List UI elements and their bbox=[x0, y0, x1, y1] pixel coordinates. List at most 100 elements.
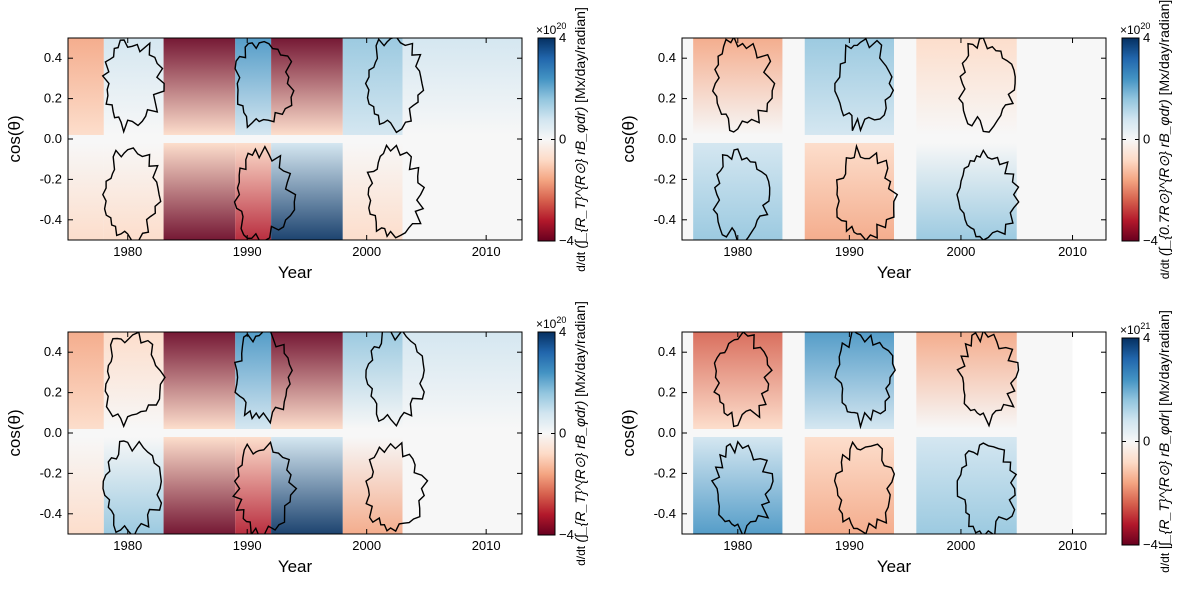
heatmap-cell bbox=[693, 38, 783, 135]
colorbar-tick-label: 0 bbox=[1143, 434, 1150, 449]
colorbar-tick-label: −4 bbox=[1143, 537, 1158, 552]
panel-top-right: 1980 1990 2000 2010 -0.4 -0.2 0.0 0.2 0.4 Year cos… bbox=[619, 0, 1173, 282]
heatmap-field bbox=[682, 38, 1106, 240]
x-tick-label: 1980 bbox=[723, 244, 752, 259]
colorbar-label: d/dt (∫_{R_T}^{R⊙} rB_φdr) [Mx/day/radia… bbox=[572, 7, 589, 272]
y-tick-label: -0.4 bbox=[40, 212, 62, 227]
y-tick-label: -0.2 bbox=[40, 465, 62, 480]
contour-line bbox=[365, 332, 425, 428]
heatmap-cell bbox=[235, 332, 272, 429]
heatmap-cell bbox=[68, 38, 104, 135]
x-tick-label: 1990 bbox=[233, 538, 262, 553]
y-tick-label: 0.4 bbox=[44, 344, 62, 359]
x-tick-label: 2000 bbox=[946, 244, 975, 259]
heatmap-cell bbox=[163, 143, 236, 240]
y-tick-label: 0.2 bbox=[44, 385, 62, 400]
contour-line bbox=[232, 440, 298, 534]
heatmap-cell bbox=[342, 437, 403, 534]
contour-line bbox=[834, 38, 895, 133]
heatmap-cell bbox=[235, 38, 272, 135]
colorbar-label: d/dt |∫_{R_T}^{R⊙} rB_φdr| [Mx/day/radia… bbox=[1156, 310, 1173, 573]
contour-line bbox=[956, 332, 1020, 428]
heatmap-cell bbox=[342, 332, 403, 429]
x-axis-label: Year bbox=[877, 263, 912, 282]
x-tick-label: 2000 bbox=[352, 244, 381, 259]
x-tick-label: 1980 bbox=[113, 538, 142, 553]
colorbar-tick-label: −4 bbox=[559, 233, 574, 248]
heatmap-cell bbox=[693, 332, 783, 429]
y-tick-label: -0.4 bbox=[654, 212, 676, 227]
colorbar-label-units: [Mx/day/radian] bbox=[572, 7, 588, 103]
heatmap-cell bbox=[68, 332, 104, 429]
colorbar-label: d/dt (∫_{0.7R⊙}^{R⊙} rB_φdr) [Mx/day/rad… bbox=[1156, 0, 1173, 279]
y-axis-label: cos(θ) bbox=[5, 409, 24, 456]
colorbar-label-derivative: d/dt bbox=[574, 249, 588, 272]
colorbar-label-derivative: d/dt bbox=[574, 543, 588, 566]
contour-line bbox=[364, 38, 425, 134]
colorbar-tick-label: 4 bbox=[1143, 330, 1150, 345]
x-tick-label: 2010 bbox=[472, 538, 501, 553]
contour-line bbox=[835, 143, 899, 240]
heatmap-cell bbox=[163, 437, 236, 534]
heatmap-field bbox=[68, 332, 522, 534]
colorbar-tick-label: −4 bbox=[559, 527, 574, 542]
heatmap-field bbox=[682, 332, 1106, 534]
colorbar-tick-label: 4 bbox=[559, 324, 566, 339]
colorbar-label-integral: (∫_{0.7R⊙}^{R⊙} rB_φdr) bbox=[1156, 95, 1173, 256]
heatmap-cell bbox=[271, 332, 343, 429]
colorbar-label-integral: |∫_{R_T}^{R⊙} rB_φdr| bbox=[1156, 406, 1173, 550]
colorbar-tick-label: −4 bbox=[1143, 233, 1158, 248]
no-data-region bbox=[1072, 332, 1106, 534]
y-tick-label: 0.4 bbox=[658, 344, 676, 359]
contour-line bbox=[956, 442, 1018, 534]
heatmap-cell bbox=[402, 143, 522, 240]
heatmap-cell bbox=[235, 143, 272, 240]
colorbar-multiplier-exponent: 21 bbox=[1140, 321, 1150, 331]
heatmap-cell bbox=[804, 143, 894, 240]
y-tick-label: 0.0 bbox=[658, 131, 676, 146]
x-tick-label: 1990 bbox=[233, 244, 262, 259]
x-tick-label: 2010 bbox=[472, 244, 501, 259]
heatmap-cell bbox=[402, 38, 522, 135]
y-tick-label: 0.0 bbox=[658, 425, 676, 440]
colorbar-multiplier-exponent: 20 bbox=[556, 21, 566, 31]
y-tick-label: 0.2 bbox=[658, 385, 676, 400]
contour-line bbox=[711, 38, 776, 133]
heatmap-cell bbox=[916, 143, 1017, 240]
y-tick-label: 0.2 bbox=[658, 91, 676, 106]
heatmap-cell bbox=[103, 38, 164, 135]
colorbar-label-integral: (∫_{R_T}^{R⊙} rB_φdr) bbox=[572, 397, 589, 543]
heatmap-cell bbox=[342, 143, 403, 240]
colorbar-label-units: [Mx/day/radian] bbox=[572, 301, 588, 397]
colorbar-label-derivative: d/dt bbox=[1158, 256, 1172, 279]
colorbar-label: d/dt (∫_{R_T}^{R⊙} rB_φdr) [Mx/day/radia… bbox=[572, 301, 589, 566]
y-tick-label: -0.2 bbox=[40, 171, 62, 186]
y-tick-label: -0.2 bbox=[654, 465, 676, 480]
heatmap-cell bbox=[342, 38, 403, 135]
contour-line bbox=[233, 332, 293, 425]
heatmap-cell bbox=[271, 437, 343, 534]
heatmap-cell bbox=[693, 437, 783, 534]
heatmap-cell bbox=[163, 332, 236, 429]
contour-line bbox=[233, 145, 297, 240]
colorbar-multiplier-exponent: 20 bbox=[1140, 21, 1150, 31]
colorbar-label-units: [Mx/day/radian] bbox=[1156, 0, 1172, 95]
colorbar-tick-label: 0 bbox=[1143, 132, 1150, 147]
heatmap-cell bbox=[68, 143, 104, 240]
contour-line bbox=[101, 39, 165, 135]
x-tick-label: 2010 bbox=[1058, 538, 1087, 553]
x-tick-label: 2000 bbox=[352, 538, 381, 553]
colorbar-label-integral: (∫_{R_T}^{R⊙} rB_φdr) bbox=[572, 103, 589, 249]
panel-bottom-right: 1980 1990 2000 2010 -0.4 -0.2 0.0 0.2 0.4 Year cos… bbox=[619, 310, 1173, 576]
contour-line bbox=[102, 440, 163, 534]
heatmap-cell bbox=[103, 332, 164, 429]
panel-top-left: 1980 1990 2000 2010 -0.4 -0.2 0.0 0.2 0.4 Year cos… bbox=[5, 7, 589, 282]
y-axis-label: cos(θ) bbox=[5, 115, 24, 162]
y-axis-label: cos(θ) bbox=[619, 115, 638, 162]
x-tick-label: 1990 bbox=[835, 244, 864, 259]
